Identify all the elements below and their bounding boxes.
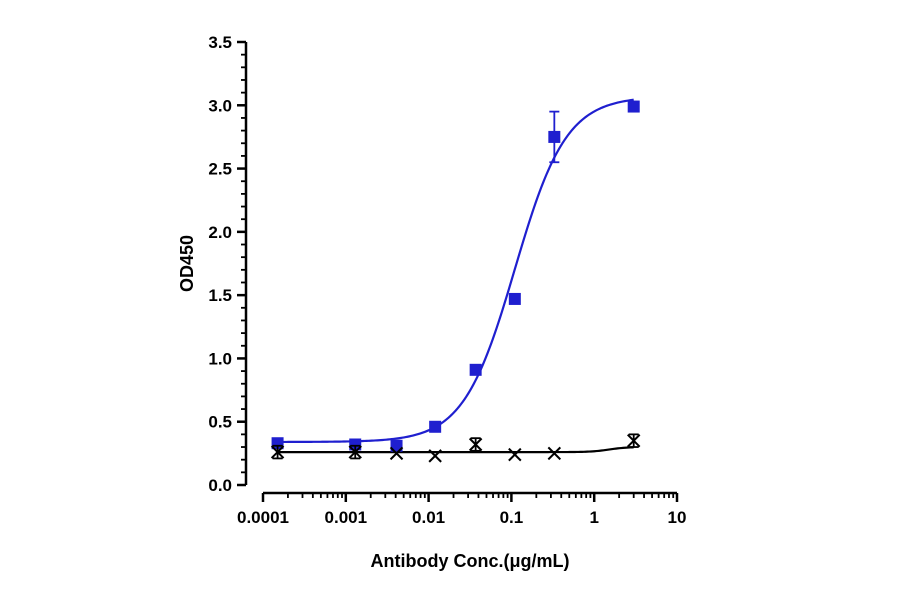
data-point-square [429,420,442,433]
data-point-cross [389,446,404,461]
x-tick-label: 0.01 [412,508,445,527]
x-tick-label: 0.001 [325,508,368,527]
x-tick-label: 0.1 [500,508,524,527]
data-point-square [508,292,521,305]
fit-curves [277,98,634,454]
axes: 0.0 0.5 1.0 1.5 2.0 2.5 3.0 3.5 0.0001 0.001 0.01… [208,33,686,527]
data-point-cross [626,433,641,448]
x-tick-label: 10 [668,508,687,527]
y-tick-label: 2.5 [208,160,232,179]
data-point-cross [428,449,442,463]
data-point-square [548,130,561,143]
y-axis-ticks: 0.0 0.5 1.0 1.5 2.0 2.5 3.0 3.5 [208,33,246,495]
x-axis-title: Antibody Conc.(μg/mL) [371,551,570,571]
y-tick-label: 0.5 [208,413,232,432]
data-point-square [469,363,482,376]
data-point-cross [547,446,562,461]
fit-curve-1 [277,446,634,454]
data-point-cross [270,445,285,459]
data-point-square [390,439,403,452]
y-tick-label: 1.5 [208,286,232,305]
x-tick-label: 1 [589,508,598,527]
y-tick-label: 3.5 [208,33,232,52]
y-tick-label: 2.0 [208,223,232,242]
fit-curve-0 [277,98,634,444]
x-tick-label: 0.0001 [237,508,289,527]
data-point-square [349,438,362,451]
x-axis-ticks: 0.0001 0.001 0.01 0.1 1 10 [237,493,686,527]
y-tick-label: 0.0 [208,476,232,495]
data-points [270,100,641,463]
data-point-cross [348,445,362,459]
data-point-square [627,100,640,113]
data-point-cross [508,447,522,462]
data-point-cross [468,437,483,452]
y-tick-label: 3.0 [208,96,232,115]
y-axis-title: OD450 [177,235,197,292]
y-tick-label: 1.0 [208,349,232,368]
